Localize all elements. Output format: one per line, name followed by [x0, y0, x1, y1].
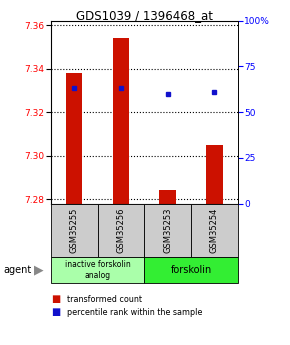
Text: GDS1039 / 1396468_at: GDS1039 / 1396468_at [77, 9, 213, 22]
Bar [113, 38, 129, 204]
Bar [51, 257, 144, 283]
Text: GSM35256: GSM35256 [116, 208, 125, 253]
Text: ▶: ▶ [34, 264, 44, 276]
Text: inactive forskolin
analog: inactive forskolin analog [65, 260, 130, 280]
Bar [144, 257, 238, 283]
Text: agent: agent [3, 265, 31, 275]
Bar [191, 204, 238, 257]
Text: GSM35254: GSM35254 [210, 208, 219, 253]
Bar [160, 190, 176, 204]
Text: percentile rank within the sample: percentile rank within the sample [67, 308, 202, 317]
Text: ■: ■ [51, 307, 60, 317]
Text: forskolin: forskolin [171, 265, 212, 275]
Text: ■: ■ [51, 295, 60, 304]
Text: GSM35253: GSM35253 [163, 208, 172, 253]
Bar [206, 145, 223, 204]
Text: transformed count: transformed count [67, 295, 142, 304]
Bar [51, 204, 97, 257]
Text: GSM35255: GSM35255 [70, 208, 79, 253]
Bar [66, 73, 82, 204]
Bar [97, 204, 144, 257]
Bar [144, 204, 191, 257]
